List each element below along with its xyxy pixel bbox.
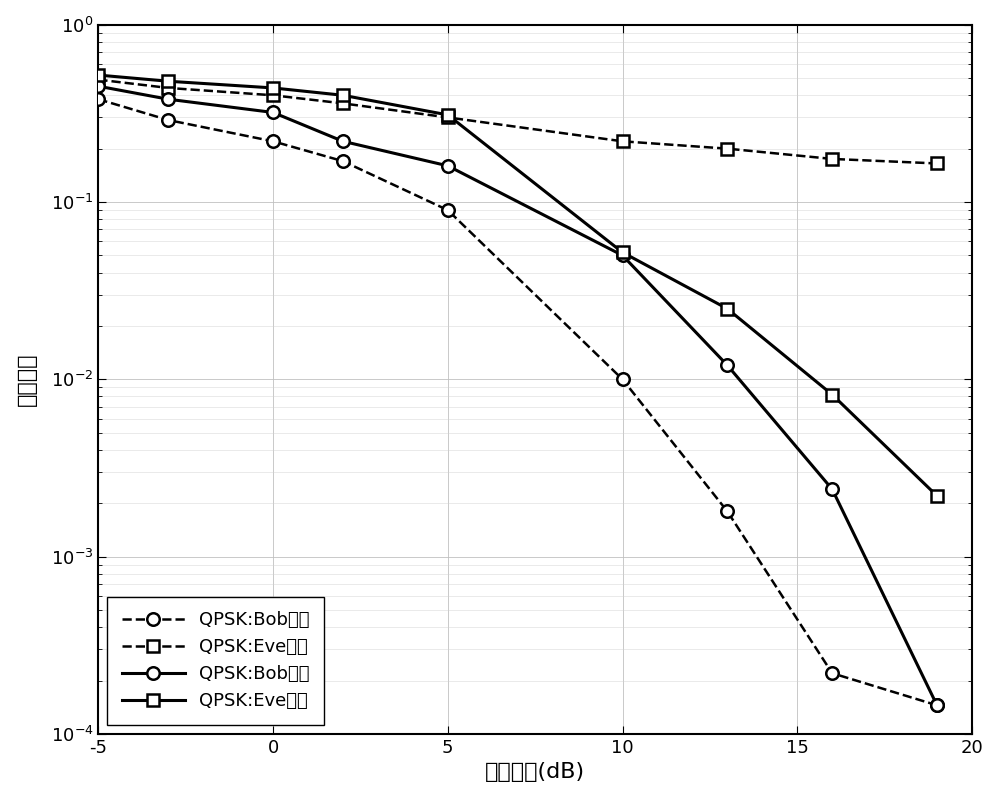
QPSK:Bob本文 [92,81,104,91]
QPSK:Eve传统 [267,90,279,100]
Y-axis label: 误比特率: 误比特率 [17,352,37,406]
QPSK:Eve传统 [92,75,104,85]
QPSK:Bob本文 [721,360,733,370]
QPSK:Bob本文 [826,484,838,494]
QPSK:Eve本文 [442,110,454,120]
QPSK:Bob传统 [442,205,454,215]
Line: QPSK:Bob本文: QPSK:Bob本文 [92,80,943,712]
QPSK:Bob本文 [931,701,943,710]
QPSK:Eve传统 [931,159,943,169]
QPSK:Bob本文 [267,108,279,117]
QPSK:Eve本文 [267,83,279,93]
QPSK:Bob本文 [337,137,349,146]
QPSK:Eve传统 [721,144,733,153]
QPSK:Eve本文 [162,77,174,86]
QPSK:Eve传统 [337,98,349,108]
QPSK:Bob本文 [442,161,454,171]
QPSK:Bob传统 [162,115,174,125]
QPSK:Bob传统 [337,157,349,166]
QPSK:Eve本文 [92,70,104,80]
QPSK:Bob传统 [617,375,629,384]
QPSK:Eve本文 [721,304,733,313]
QPSK:Eve本文 [826,390,838,400]
QPSK:Bob本文 [617,251,629,260]
QPSK:Eve本文 [617,248,629,257]
QPSK:Eve传统 [617,137,629,146]
QPSK:Bob传统 [826,669,838,678]
QPSK:Eve传统 [162,83,174,93]
QPSK:Bob本文 [162,94,174,104]
QPSK:Bob传统 [721,507,733,516]
QPSK:Bob传统 [92,94,104,104]
QPSK:Bob传统 [267,137,279,146]
QPSK:Bob传统 [931,701,943,710]
QPSK:Eve传统 [826,154,838,164]
QPSK:Eve传统 [442,113,454,122]
X-axis label: 发射功率(dB): 发射功率(dB) [485,762,585,782]
QPSK:Eve本文 [931,491,943,501]
Line: QPSK:Bob传统: QPSK:Bob传统 [92,93,943,712]
QPSK:Eve本文 [337,90,349,100]
Line: QPSK:Eve本文: QPSK:Eve本文 [92,69,943,502]
Line: QPSK:Eve传统: QPSK:Eve传统 [92,74,943,169]
Legend: QPSK:Bob传统, QPSK:Eve传统, QPSK:Bob本文, QPSK:Eve本文: QPSK:Bob传统, QPSK:Eve传统, QPSK:Bob本文, QPSK… [107,597,324,725]
